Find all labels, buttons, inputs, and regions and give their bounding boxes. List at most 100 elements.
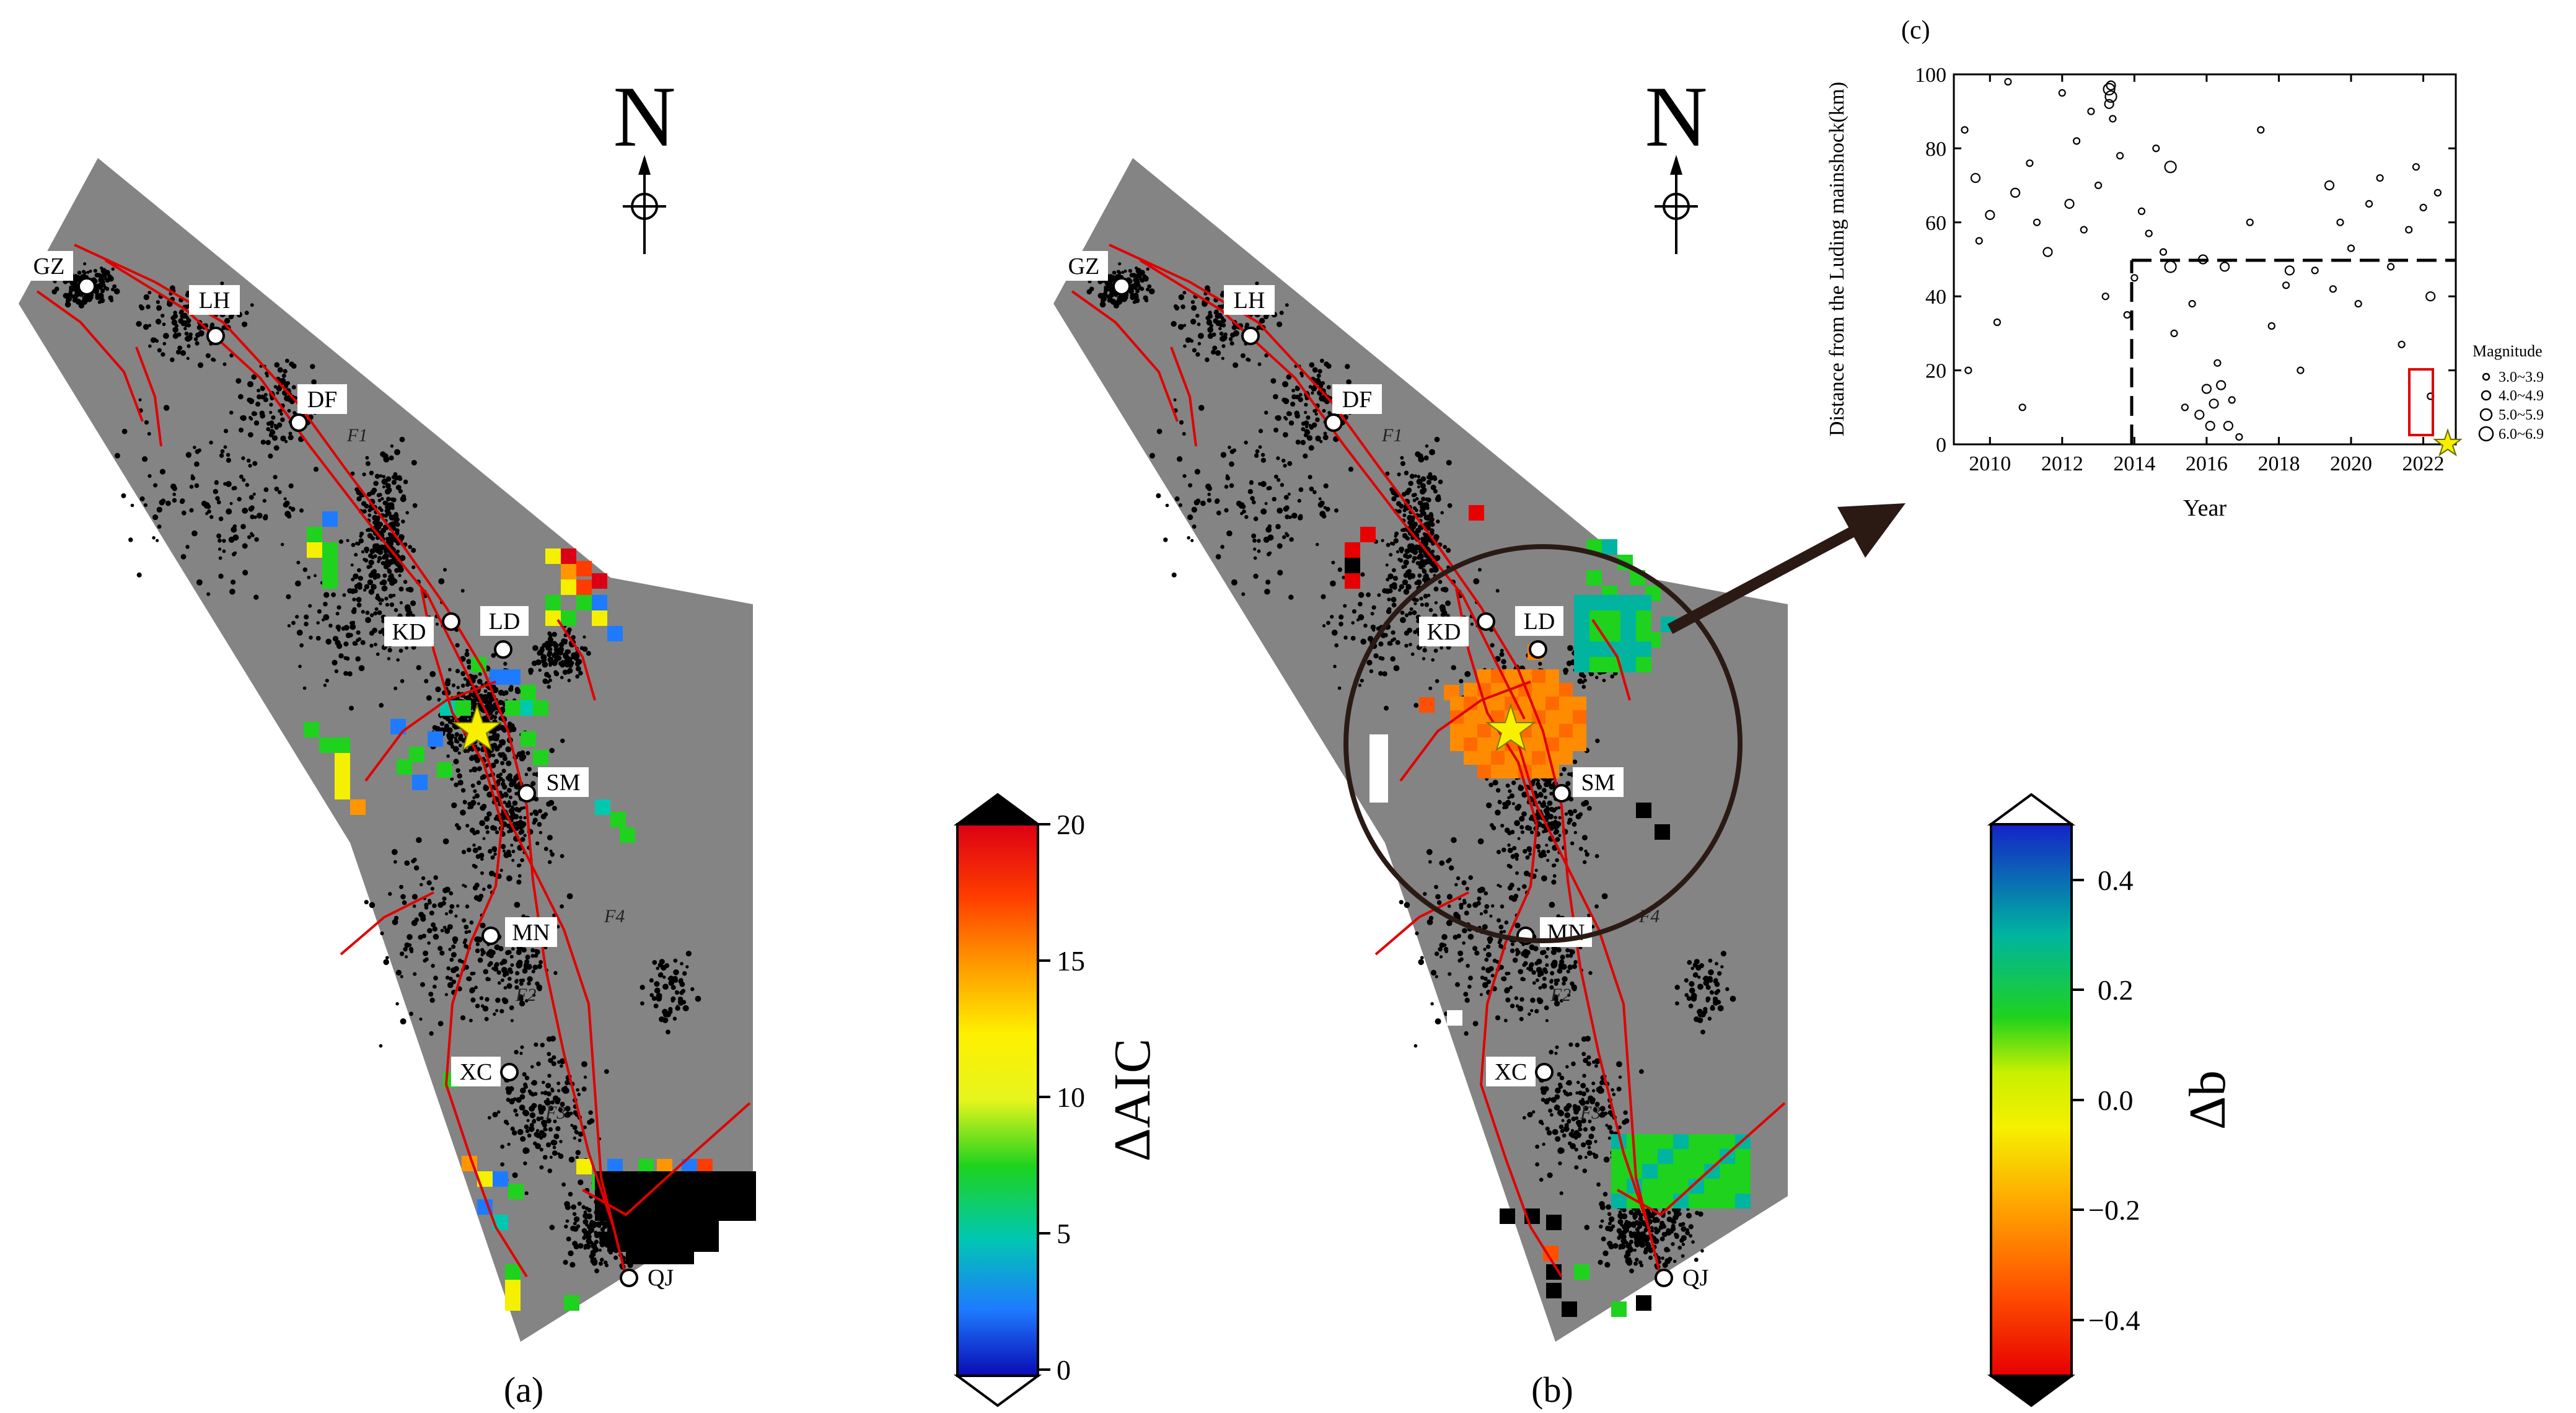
colorbar-a-top-triangle (953, 793, 1042, 825)
seismic-event-dot (525, 1129, 530, 1133)
seismic-event-dot (1521, 791, 1527, 797)
seismic-event-dot (1247, 489, 1254, 495)
seismic-event-dot (1592, 1152, 1596, 1156)
seismic-event-dot (299, 508, 304, 513)
seismic-event-dot (309, 635, 313, 640)
seismic-event-dot (471, 700, 476, 705)
seismic-event-dot (156, 305, 162, 311)
seismic-event-dot (549, 849, 553, 853)
seismic-event-dot (561, 1182, 566, 1187)
seismic-event-dot (1425, 497, 1430, 502)
seismic-event-dot (1319, 500, 1325, 506)
seismic-event-dot (1567, 817, 1573, 823)
seismic-event-dot (179, 309, 184, 315)
seismic-event-dot (1591, 1081, 1596, 1086)
seismic-event-dot (1549, 985, 1554, 990)
seismic-event-dot (200, 333, 203, 337)
seismic-event-dot (1413, 544, 1420, 551)
seismic-event-dot (394, 449, 400, 456)
seismic-event-dot (1519, 816, 1525, 822)
seismic-event-dot (1291, 389, 1296, 393)
seismic-event-dot (1270, 378, 1277, 384)
seismic-event-dot (260, 386, 265, 392)
seismic-event-dot (1577, 678, 1583, 684)
seismic-event-dot (379, 703, 384, 708)
seismic-event-dot (1629, 1268, 1634, 1274)
seismic-event-dot (1591, 1089, 1596, 1093)
seismic-event-dot (361, 501, 367, 506)
seismic-event-dot (95, 283, 100, 289)
seismic-event-dot (389, 602, 395, 607)
town-label: XC (460, 1059, 493, 1085)
seismic-event-dot (523, 834, 527, 837)
seismic-event-dot (1295, 439, 1301, 445)
seismic-event-dot (143, 324, 149, 330)
seismic-event-dot (392, 919, 398, 925)
seismic-event-dot (457, 773, 462, 779)
seismic-event-dot (1550, 962, 1555, 967)
seismic-event-dot (374, 473, 380, 479)
seismic-event-dot (1652, 1218, 1658, 1223)
seismic-event-dot (464, 930, 468, 935)
seismic-event-dot (503, 986, 508, 990)
seismic-event-dot (1691, 1240, 1695, 1244)
seismic-event-dot (1256, 325, 1261, 330)
aic-grid-cell (505, 1264, 521, 1280)
seismic-event-dot (190, 474, 194, 478)
seismic-event-dot (438, 578, 445, 584)
seismic-event-dot (1607, 1212, 1612, 1217)
town-label-box (297, 384, 347, 414)
seismic-event-dot (1257, 362, 1262, 366)
seismic-event-dot (445, 975, 450, 980)
seismic-event-dot (477, 846, 482, 851)
seismic-event-dot (515, 971, 520, 975)
seismic-event-dot (433, 984, 437, 989)
seismic-event-dot (500, 1162, 504, 1167)
seismic-event-dot (408, 545, 412, 549)
seismic-event-dot (377, 560, 380, 563)
seismic-event-dot (313, 467, 319, 472)
seismic-event-dot (444, 912, 449, 916)
seismic-event-dot (1133, 293, 1139, 299)
seismic-event-dot (470, 799, 477, 806)
seismic-event-dot (365, 610, 370, 615)
seismic-event-dot (467, 801, 472, 806)
seismic-event-dot (332, 659, 338, 666)
seismic-event-dot (73, 275, 77, 280)
seismic-event-dot (552, 660, 558, 666)
seismic-event-dot (613, 1255, 618, 1261)
seismic-event-dot (440, 928, 444, 933)
seismic-event-dot (530, 954, 535, 958)
seismic-event-dot (529, 1123, 534, 1128)
aic-grid-cell (610, 812, 626, 827)
seismic-event-dot (1514, 996, 1519, 1000)
seismic-event-dot (403, 947, 408, 952)
seismic-event-dot (1275, 524, 1281, 529)
seismic-event-dot (373, 611, 378, 616)
seismic-event-dot (390, 514, 396, 520)
seismic-event-dot (1510, 942, 1514, 946)
seismic-event-dot (1291, 394, 1297, 400)
seismic-event-dot (1552, 1129, 1558, 1135)
seismic-event-dot (1570, 949, 1575, 955)
seismic-event-dot (1609, 1130, 1613, 1134)
seismic-event-dot (670, 998, 675, 1003)
panel-b-study-region (1053, 158, 1788, 1342)
seismic-event-dot (1254, 453, 1259, 458)
seismic-event-dot (562, 669, 568, 675)
seismic-event-dot (594, 1239, 599, 1244)
seismic-event-dot (152, 514, 159, 521)
seismic-event-dot (539, 1135, 543, 1140)
seismic-event-dot (296, 630, 303, 636)
seismic-event-dot (371, 584, 377, 590)
seismic-event-dot (1528, 966, 1534, 972)
seismic-event-dot (464, 718, 468, 722)
seismic-event-dot (368, 589, 375, 595)
seismic-event-dot (1420, 539, 1426, 545)
seismic-event-dot (248, 464, 252, 468)
seismic-event-dot (1517, 837, 1521, 840)
seismic-event-dot (295, 580, 301, 587)
seismic-event-dot (195, 332, 201, 338)
seismic-event-dot (82, 296, 87, 301)
